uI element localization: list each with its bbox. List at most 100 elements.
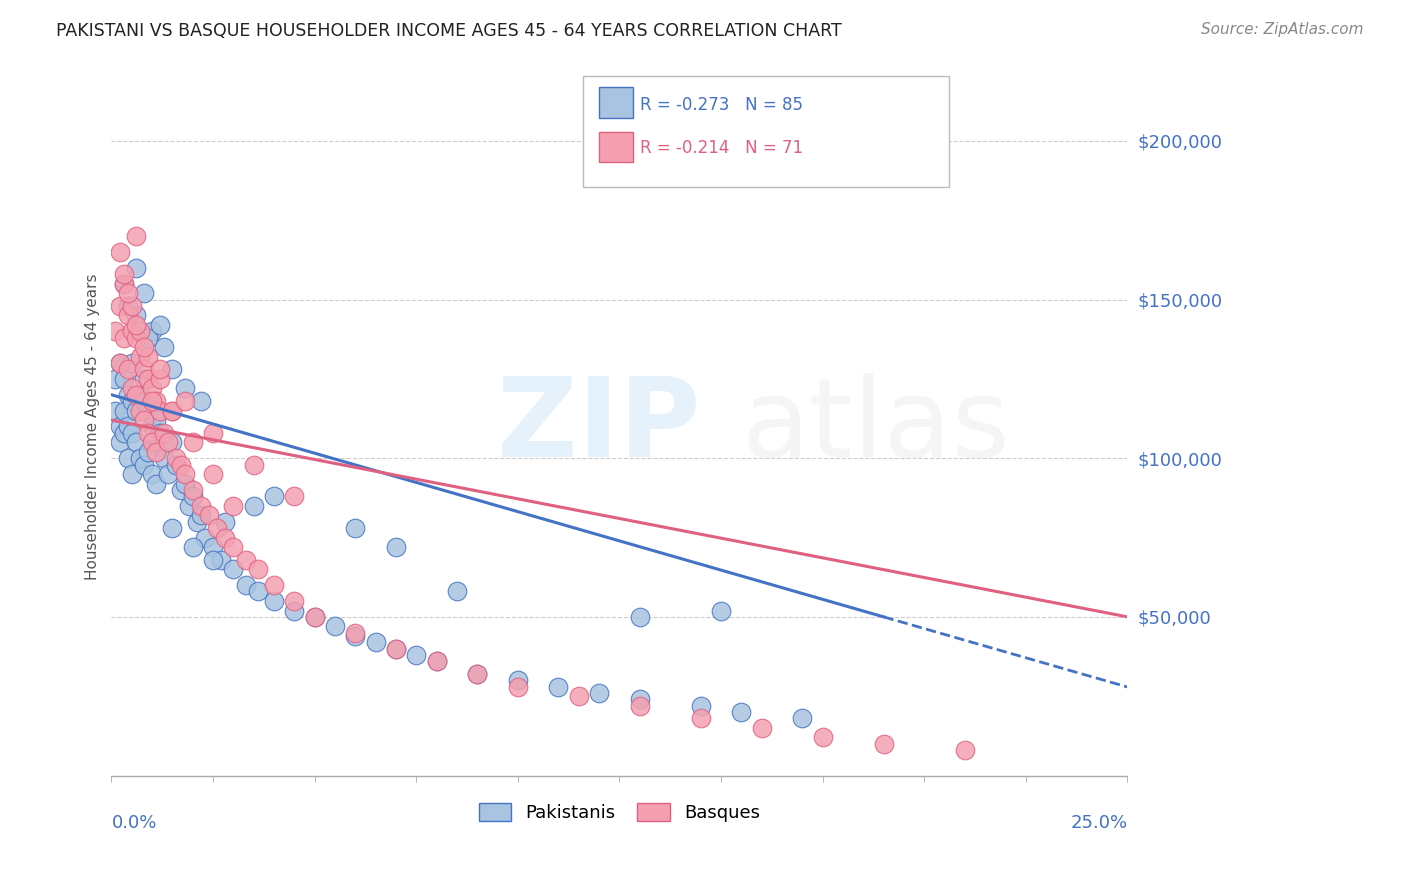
Point	[104, 324, 127, 338]
Point	[198, 508, 221, 523]
Point	[222, 540, 245, 554]
Text: 25.0%: 25.0%	[1070, 814, 1128, 832]
Point	[117, 299, 139, 313]
Point	[202, 425, 225, 440]
Point	[125, 331, 148, 345]
Point	[125, 403, 148, 417]
Point	[128, 451, 150, 466]
Point	[128, 324, 150, 338]
Point	[136, 403, 159, 417]
Point	[202, 553, 225, 567]
Point	[153, 340, 176, 354]
Point	[136, 372, 159, 386]
Text: 0.0%: 0.0%	[111, 814, 157, 832]
Point	[710, 603, 733, 617]
Point	[149, 403, 172, 417]
Point	[125, 318, 148, 332]
Text: PAKISTANI VS BASQUE HOUSEHOLDER INCOME AGES 45 - 64 YEARS CORRELATION CHART: PAKISTANI VS BASQUE HOUSEHOLDER INCOME A…	[56, 22, 842, 40]
Point	[194, 531, 217, 545]
Point	[132, 362, 155, 376]
Point	[689, 698, 711, 713]
Point	[181, 489, 204, 503]
Point	[108, 356, 131, 370]
Point	[132, 394, 155, 409]
Point	[121, 324, 143, 338]
Point	[222, 499, 245, 513]
Point	[181, 483, 204, 497]
Point	[246, 584, 269, 599]
Point	[108, 419, 131, 434]
Point	[141, 394, 163, 409]
Point	[190, 499, 212, 513]
Point	[165, 458, 187, 472]
Point	[628, 698, 651, 713]
Point	[141, 324, 163, 338]
Point	[235, 553, 257, 567]
Point	[132, 340, 155, 354]
Point	[209, 553, 232, 567]
Point	[222, 562, 245, 576]
Point	[136, 425, 159, 440]
Point	[628, 692, 651, 706]
Point	[506, 680, 529, 694]
Point	[214, 531, 236, 545]
Point	[125, 229, 148, 244]
Point	[153, 451, 176, 466]
Point	[128, 403, 150, 417]
Point	[117, 309, 139, 323]
Point	[202, 467, 225, 481]
Point	[112, 277, 135, 291]
Point	[121, 356, 143, 370]
Point	[125, 388, 148, 402]
Point	[385, 641, 408, 656]
Point	[283, 603, 305, 617]
Point	[112, 277, 135, 291]
Point	[157, 467, 180, 481]
Text: Source: ZipAtlas.com: Source: ZipAtlas.com	[1201, 22, 1364, 37]
Point	[177, 499, 200, 513]
Point	[149, 362, 172, 376]
Point	[112, 372, 135, 386]
Point	[145, 445, 167, 459]
Point	[141, 467, 163, 481]
Point	[145, 394, 167, 409]
Point	[141, 419, 163, 434]
Point	[145, 413, 167, 427]
Point	[117, 286, 139, 301]
Point	[547, 680, 569, 694]
Point	[169, 483, 191, 497]
Y-axis label: Householder Income Ages 45 - 64 years: Householder Income Ages 45 - 64 years	[86, 273, 100, 580]
Point	[304, 610, 326, 624]
Point	[181, 540, 204, 554]
Point	[186, 515, 208, 529]
Point	[214, 515, 236, 529]
Point	[141, 381, 163, 395]
Point	[149, 318, 172, 332]
Point	[157, 435, 180, 450]
Point	[125, 435, 148, 450]
Point	[117, 451, 139, 466]
Point	[465, 667, 488, 681]
Point	[112, 403, 135, 417]
Point	[125, 260, 148, 275]
Point	[202, 540, 225, 554]
Point	[162, 403, 184, 417]
Point	[112, 331, 135, 345]
Point	[121, 394, 143, 409]
Point	[108, 244, 131, 259]
Point	[136, 331, 159, 345]
Point	[568, 689, 591, 703]
Point	[385, 641, 408, 656]
Point	[149, 372, 172, 386]
Point	[169, 458, 191, 472]
Point	[344, 625, 367, 640]
Point	[149, 425, 172, 440]
Point	[162, 403, 184, 417]
Point	[108, 356, 131, 370]
Point	[263, 594, 285, 608]
Point	[136, 445, 159, 459]
Point	[153, 425, 176, 440]
Point	[173, 476, 195, 491]
Point	[465, 667, 488, 681]
Point	[246, 562, 269, 576]
